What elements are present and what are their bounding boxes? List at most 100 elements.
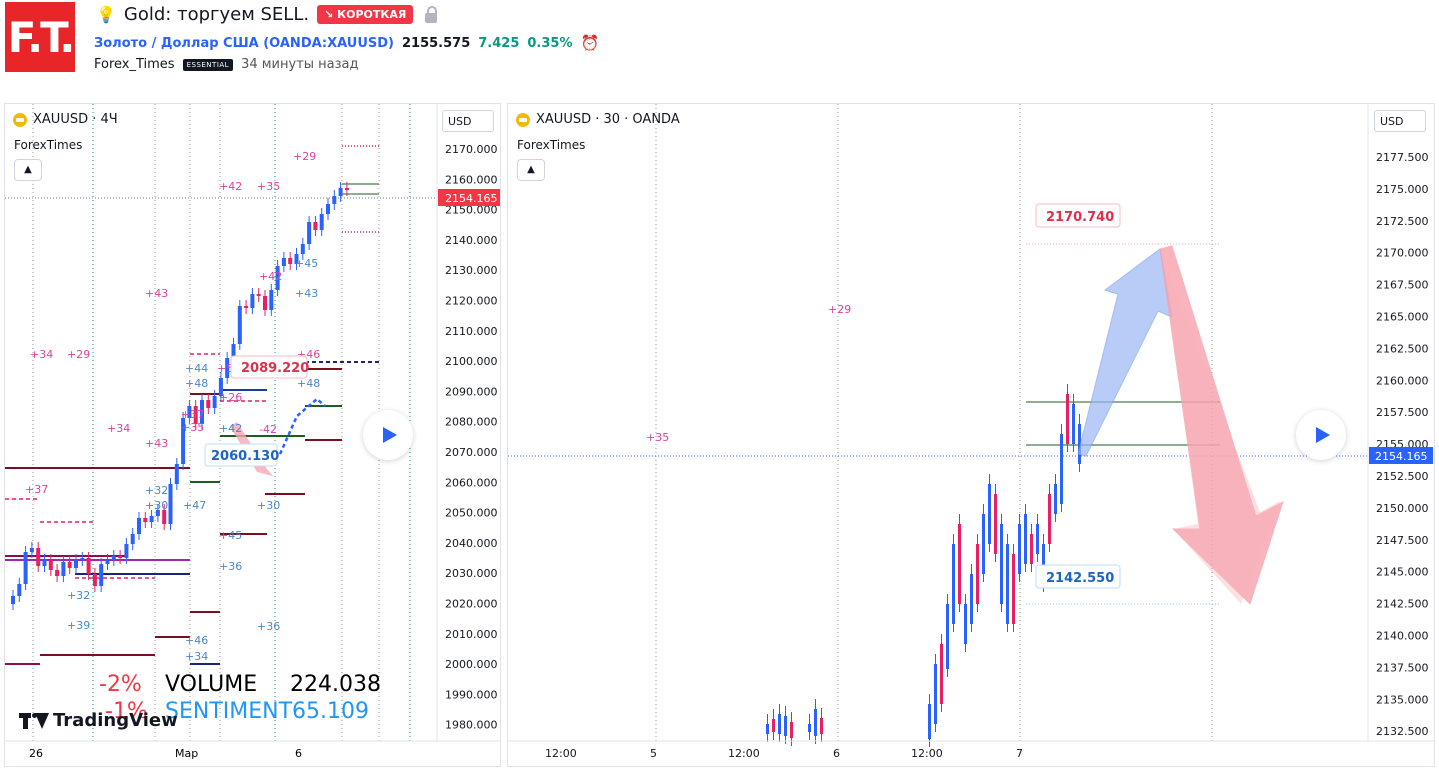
marker-label: +36 bbox=[219, 560, 242, 573]
marker-label: +5 bbox=[217, 362, 233, 375]
candle-body bbox=[225, 358, 230, 378]
y-tick: 2152.500 bbox=[1376, 470, 1429, 483]
left-chart-title: XAUUSD · 4Ч bbox=[33, 112, 118, 127]
candle-body bbox=[218, 378, 223, 396]
author-name[interactable]: Forex_Times bbox=[94, 57, 175, 72]
tradingview-logo[interactable]: TradingView bbox=[19, 710, 178, 731]
y-tick: 2000.000 bbox=[445, 658, 498, 671]
author-logo[interactable]: F.T. bbox=[5, 2, 75, 72]
right-chart-panel[interactable]: XAUUSD · 30 · OANDA ForexTimes ▲ USD +29… bbox=[507, 103, 1435, 767]
marker-label: +43 bbox=[145, 437, 168, 450]
price-tag-bg bbox=[1369, 447, 1433, 464]
gold-icon bbox=[13, 112, 27, 127]
marker-label: +35 bbox=[646, 431, 669, 444]
marker-label: +32 bbox=[145, 484, 168, 497]
left-play-button[interactable] bbox=[363, 410, 413, 460]
logo-text: F.T. bbox=[7, 12, 76, 62]
candle-body bbox=[772, 719, 775, 732]
target-high-box bbox=[1035, 203, 1121, 228]
alarm-clock-icon[interactable]: ⏰ bbox=[580, 34, 600, 52]
last-price: 2155.575 bbox=[402, 35, 471, 51]
sentiment-value: 65.109 bbox=[292, 699, 369, 724]
published-time: 34 минуты назад bbox=[241, 57, 359, 72]
author-line: Forex_Times ESSENTIAL 34 минуты назад bbox=[94, 57, 359, 72]
chevron-up-icon: ▲ bbox=[527, 164, 535, 175]
candle-body bbox=[1066, 394, 1069, 444]
candle-body bbox=[275, 266, 280, 290]
short-direction-badge: ↘ КОРОТКАЯ bbox=[317, 5, 414, 24]
marker-label: +35 bbox=[181, 421, 204, 434]
x-tick: 7 bbox=[1016, 747, 1023, 760]
y-tick: 2145.000 bbox=[1376, 566, 1429, 579]
symbol-link[interactable]: Золото / Доллар США (OANDA:XAUUSD) bbox=[94, 35, 394, 51]
x-tick: 6 bbox=[295, 747, 302, 760]
candle-body bbox=[344, 188, 349, 190]
candle-body bbox=[61, 562, 66, 576]
candle-body bbox=[155, 510, 160, 516]
candle-body bbox=[48, 560, 53, 570]
candle-body bbox=[1078, 424, 1081, 464]
candle-body bbox=[1072, 404, 1075, 444]
candle-body bbox=[294, 254, 299, 264]
candle-body bbox=[181, 418, 186, 464]
x-tick: 12:00 bbox=[728, 747, 760, 760]
left-collapse-button[interactable]: ▲ bbox=[14, 159, 42, 181]
marker-label: +34 bbox=[185, 650, 208, 663]
target-low-box bbox=[1035, 564, 1121, 589]
candle-body bbox=[940, 644, 943, 704]
right-currency-button[interactable]: USD bbox=[1374, 110, 1426, 132]
marker-label: +37 bbox=[25, 483, 48, 496]
candle-body bbox=[74, 560, 78, 568]
y-tick: 2110.000 bbox=[445, 325, 498, 338]
candle-body bbox=[1018, 524, 1021, 574]
y-tick: 2050.000 bbox=[445, 507, 498, 520]
candle-body bbox=[1048, 494, 1051, 544]
y-tick: 2177.500 bbox=[1376, 151, 1429, 164]
left-chart-legend: XAUUSD · 4Ч bbox=[13, 112, 118, 127]
marker-label: +30 bbox=[257, 499, 280, 512]
right-collapse-button[interactable]: ▲ bbox=[517, 159, 545, 181]
stat-pct-1: -2% bbox=[99, 672, 142, 697]
candle-body bbox=[237, 306, 242, 344]
y-tick: 2080.000 bbox=[445, 416, 498, 429]
y-tick: 2147.500 bbox=[1376, 534, 1429, 547]
marker-label: +48 bbox=[297, 377, 320, 390]
x-tick: 6 bbox=[833, 747, 840, 760]
marker-label: +48 bbox=[185, 377, 208, 390]
candle-body bbox=[820, 718, 823, 734]
candle-body bbox=[946, 604, 949, 669]
candle-body bbox=[11, 596, 15, 604]
right-play-button[interactable] bbox=[1296, 410, 1346, 460]
marker-label: +45 bbox=[295, 257, 318, 270]
candle-body bbox=[92, 574, 97, 586]
candle-body bbox=[784, 716, 787, 736]
right-chart-title: XAUUSD · 30 · OANDA bbox=[536, 112, 680, 127]
y-tick: 2150.000 bbox=[445, 204, 498, 217]
stat-pct-2: -1% bbox=[105, 699, 148, 724]
chevron-up-icon: ▲ bbox=[24, 164, 32, 175]
marker-label: +42 bbox=[219, 180, 242, 193]
candle-body bbox=[124, 544, 129, 558]
candle-body bbox=[1060, 434, 1063, 504]
left-currency-button[interactable]: USD bbox=[442, 110, 494, 132]
y-tick: 2172.500 bbox=[1376, 215, 1429, 228]
candle-body bbox=[1042, 544, 1045, 584]
candle-body bbox=[778, 714, 781, 734]
lock-icon bbox=[425, 5, 438, 23]
left-price-axis: 2170.000 2160.000 2150.000 2140.000 2130.000… bbox=[445, 143, 498, 732]
marker-label: +29 bbox=[67, 348, 90, 361]
candle-body bbox=[23, 552, 28, 584]
y-tick: 2140.000 bbox=[445, 234, 498, 247]
candle-body bbox=[187, 406, 192, 418]
marker-label: +30 bbox=[145, 499, 168, 512]
candle-body bbox=[118, 556, 123, 558]
candle-body bbox=[42, 560, 47, 566]
left-price-tag: 2154.165 bbox=[445, 192, 498, 205]
price-change-pct: 0.35% bbox=[527, 35, 573, 51]
y-tick: 2090.000 bbox=[445, 385, 498, 398]
forecast-down-arrow-1 bbox=[1159, 245, 1284, 605]
candle-body bbox=[105, 560, 110, 564]
x-tick: Мар bbox=[175, 747, 198, 760]
left-chart-panel[interactable]: XAUUSD · 4Ч ForexTimes ▲ USD bbox=[4, 103, 501, 767]
y-tick: 1980.000 bbox=[445, 719, 498, 732]
